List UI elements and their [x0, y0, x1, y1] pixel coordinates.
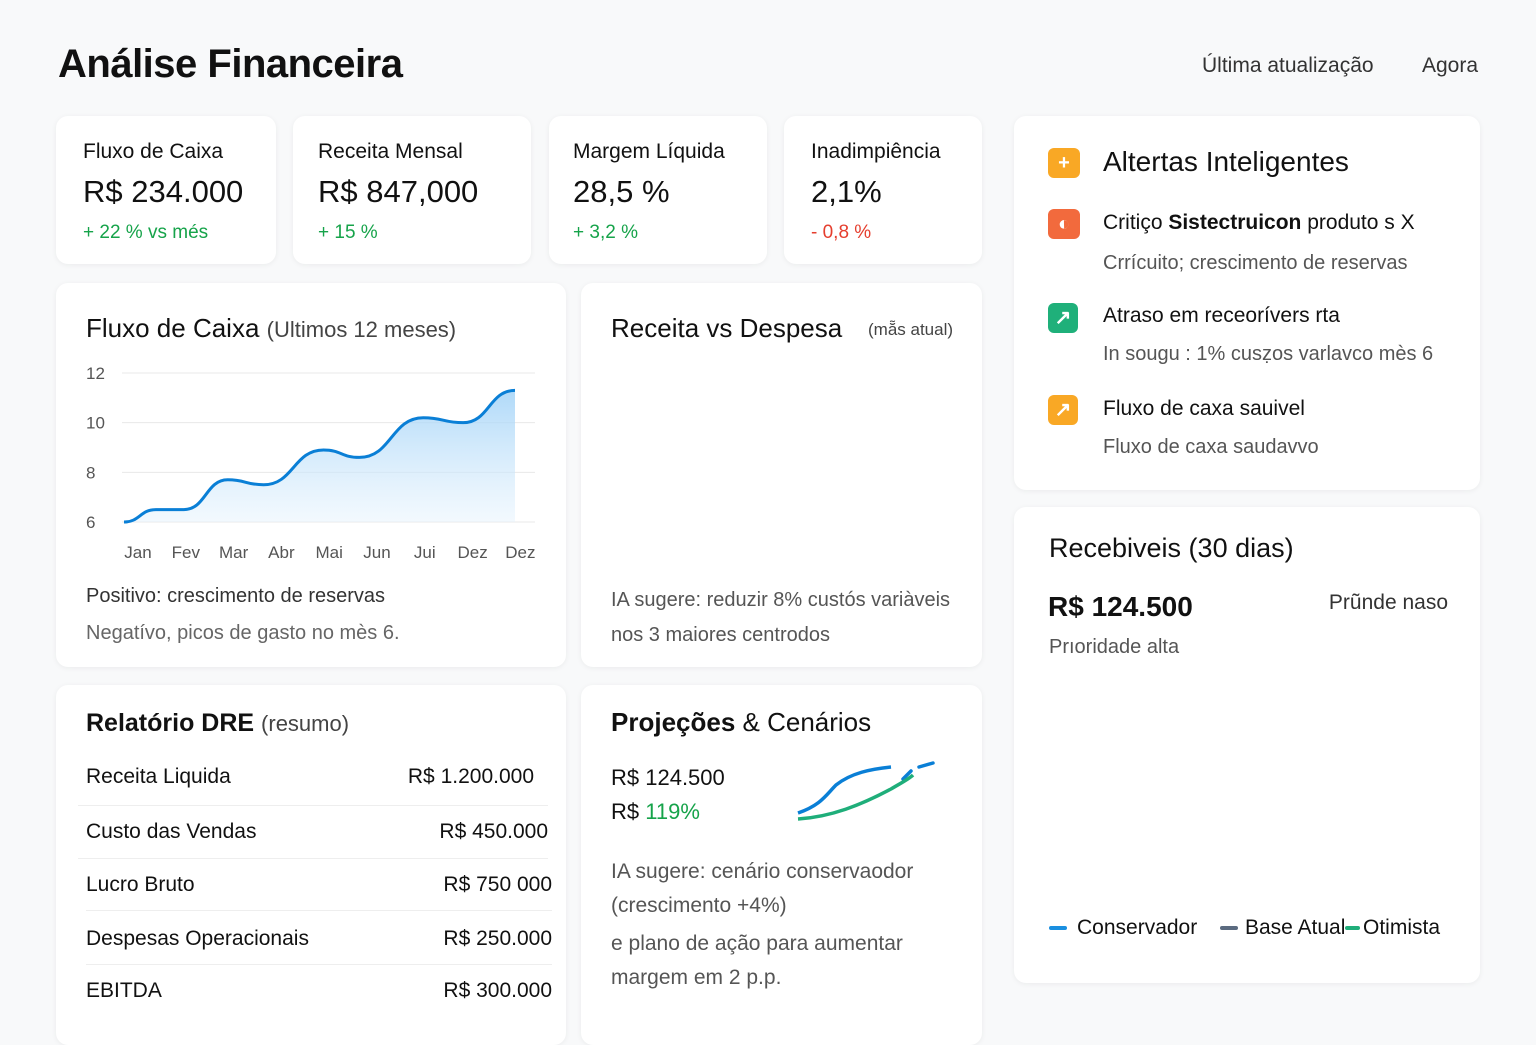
kpi-card-net-margin[interactable]: Margem Líquida 28,5 % + 3,2 %	[549, 116, 767, 264]
legend-conservador[interactable]: Conservador	[1049, 916, 1197, 940]
y-tick-label: 12	[86, 364, 105, 383]
smart-alerts-card: + Altertas Inteligentes ◐ Critiço Sistec…	[1014, 116, 1480, 490]
y-tick-label: 8	[86, 463, 95, 482]
kpi-change: + 22 % vs més	[83, 222, 209, 243]
kpi-change: + 15 %	[318, 222, 378, 243]
y-tick-label: 10	[86, 414, 105, 433]
alerts-title: Altertas Inteligentes	[1103, 146, 1349, 177]
x-tick-label: Mar	[219, 543, 249, 562]
cash-flow-line	[123, 388, 516, 524]
dre-row: Despesas Operacionais R$ 250.000	[86, 913, 552, 965]
kpi-value: 2,1%	[811, 174, 882, 209]
dre-title: Relatório DRE (resumo)	[86, 709, 350, 737]
kpi-card-monthly-revenue[interactable]: Receita Mensal R$ 847,000 + 15 %	[293, 116, 531, 264]
x-tick-label: Dez	[505, 543, 535, 562]
cash-icon: ↗	[1048, 395, 1078, 425]
alert-title: Atraso em receorívers rta	[1103, 304, 1340, 327]
area-fill	[124, 390, 515, 522]
x-tick-label: Jun	[363, 543, 390, 562]
x-tick-label: Dez	[457, 543, 487, 562]
kpi-card-cash-flow[interactable]: Fluxo de Caixa R$ 234.000 + 22 % vs més	[56, 116, 276, 264]
projection-percent: R$ 119%	[611, 799, 700, 824]
kpi-change: + 3,2 %	[573, 222, 638, 243]
alert-desc: Fluxo de caxa saudavvo	[1103, 436, 1319, 458]
alert-title: Critiço Sistectruicon produto s X	[1103, 211, 1415, 234]
y-tick-label: 6	[86, 513, 95, 532]
negative-note: Negatívo, picos de gasto no mès 6.	[86, 622, 400, 644]
kpi-label: Receita Mensal	[318, 140, 463, 163]
trend-up-icon: ↗	[1048, 303, 1078, 333]
receivables-title: Recebiveis (30 dias)	[1049, 533, 1294, 563]
alert-desc: In sougu : 1% cusẓos varlavco mès 6	[1103, 343, 1434, 365]
dre-row: EBITDA R$ 300.000	[86, 979, 552, 1002]
chart-subtitle: (mẵs atual)	[868, 320, 954, 339]
kpi-value: 28,5 %	[573, 174, 670, 209]
kpi-value: R$ 847,000	[318, 174, 479, 209]
dre-row: Receita Liquida R$ 1.200.000	[86, 765, 534, 788]
dre-row: Lucro Bruto R$ 750 000	[86, 859, 552, 911]
projections-card: Projeções & Cenários R$ 124.500 R$ 119% …	[581, 685, 982, 1045]
legend-otimista[interactable]: Otimista	[1345, 916, 1440, 940]
ai-scenario-note: IA sugere: cenário conservaodor (crescim…	[611, 860, 914, 917]
projections-title: Projeções & Cenários	[611, 707, 872, 737]
positive-note: Positivo: crescimento de reservas	[86, 585, 386, 607]
chart-title: Fluxo de Caixa (Ultimos 12 meses)	[86, 313, 457, 343]
kpi-label: Margem Líquida	[573, 140, 725, 163]
receivables-amount: R$ 124.500	[1048, 591, 1193, 622]
x-tick-label: Jui	[414, 543, 436, 562]
kpi-change: - 0,8 %	[811, 222, 872, 243]
alert-critical-icon: ◐	[1048, 209, 1080, 239]
x-tick-label: Jan	[124, 543, 151, 562]
projection-value: R$ 124.500	[611, 765, 725, 790]
dre-report-card: Relatório DRE (resumo) Receita Liquida R$…	[56, 685, 566, 1045]
legend-base-atual[interactable]: Base Atual	[1220, 916, 1345, 940]
projection-sparkline	[797, 761, 935, 821]
dre-row: Custo das Vendas R$ 450.000	[78, 805, 548, 859]
priority-label: Prıoridade alta	[1049, 636, 1180, 658]
page-title: Análise Financeira	[58, 42, 403, 86]
last-update-label: Última atualização	[1202, 54, 1374, 77]
x-tick-label: Fev	[172, 543, 201, 562]
last-update-value: Agora	[1422, 54, 1479, 77]
receivables-card: Recebiveis (30 dias) R$ 124.500 Prũnde n…	[1014, 507, 1480, 983]
receivables-right-label: Prũnde naso	[1328, 591, 1448, 614]
ai-suggestion: IA sugere: reduzir 8% custós variàveis n…	[611, 589, 951, 646]
alert-desc: Crrícuito; crescimento de reservas	[1103, 252, 1408, 274]
x-tick-label: Mai	[315, 543, 342, 562]
kpi-value: R$ 234.000	[83, 174, 244, 209]
revenue-expense-card: Receita vs Despesa (mẵs atual) IA sugere…	[581, 283, 982, 667]
kpi-label: Inadimpiência	[811, 140, 941, 163]
action-plan-note: e plano de ação para aumentar margem em …	[611, 932, 903, 989]
kpi-label: Fluxo de Caixa	[83, 140, 224, 163]
kpi-card-default-rate[interactable]: Inadimpiência 2,1% - 0,8 %	[784, 116, 982, 264]
x-tick-label: Abr	[268, 543, 295, 562]
plus-icon: +	[1048, 148, 1080, 178]
chart-title: Receita vs Despesa	[611, 313, 843, 343]
alert-title: Fluxo de caxa sauivel	[1103, 397, 1305, 420]
